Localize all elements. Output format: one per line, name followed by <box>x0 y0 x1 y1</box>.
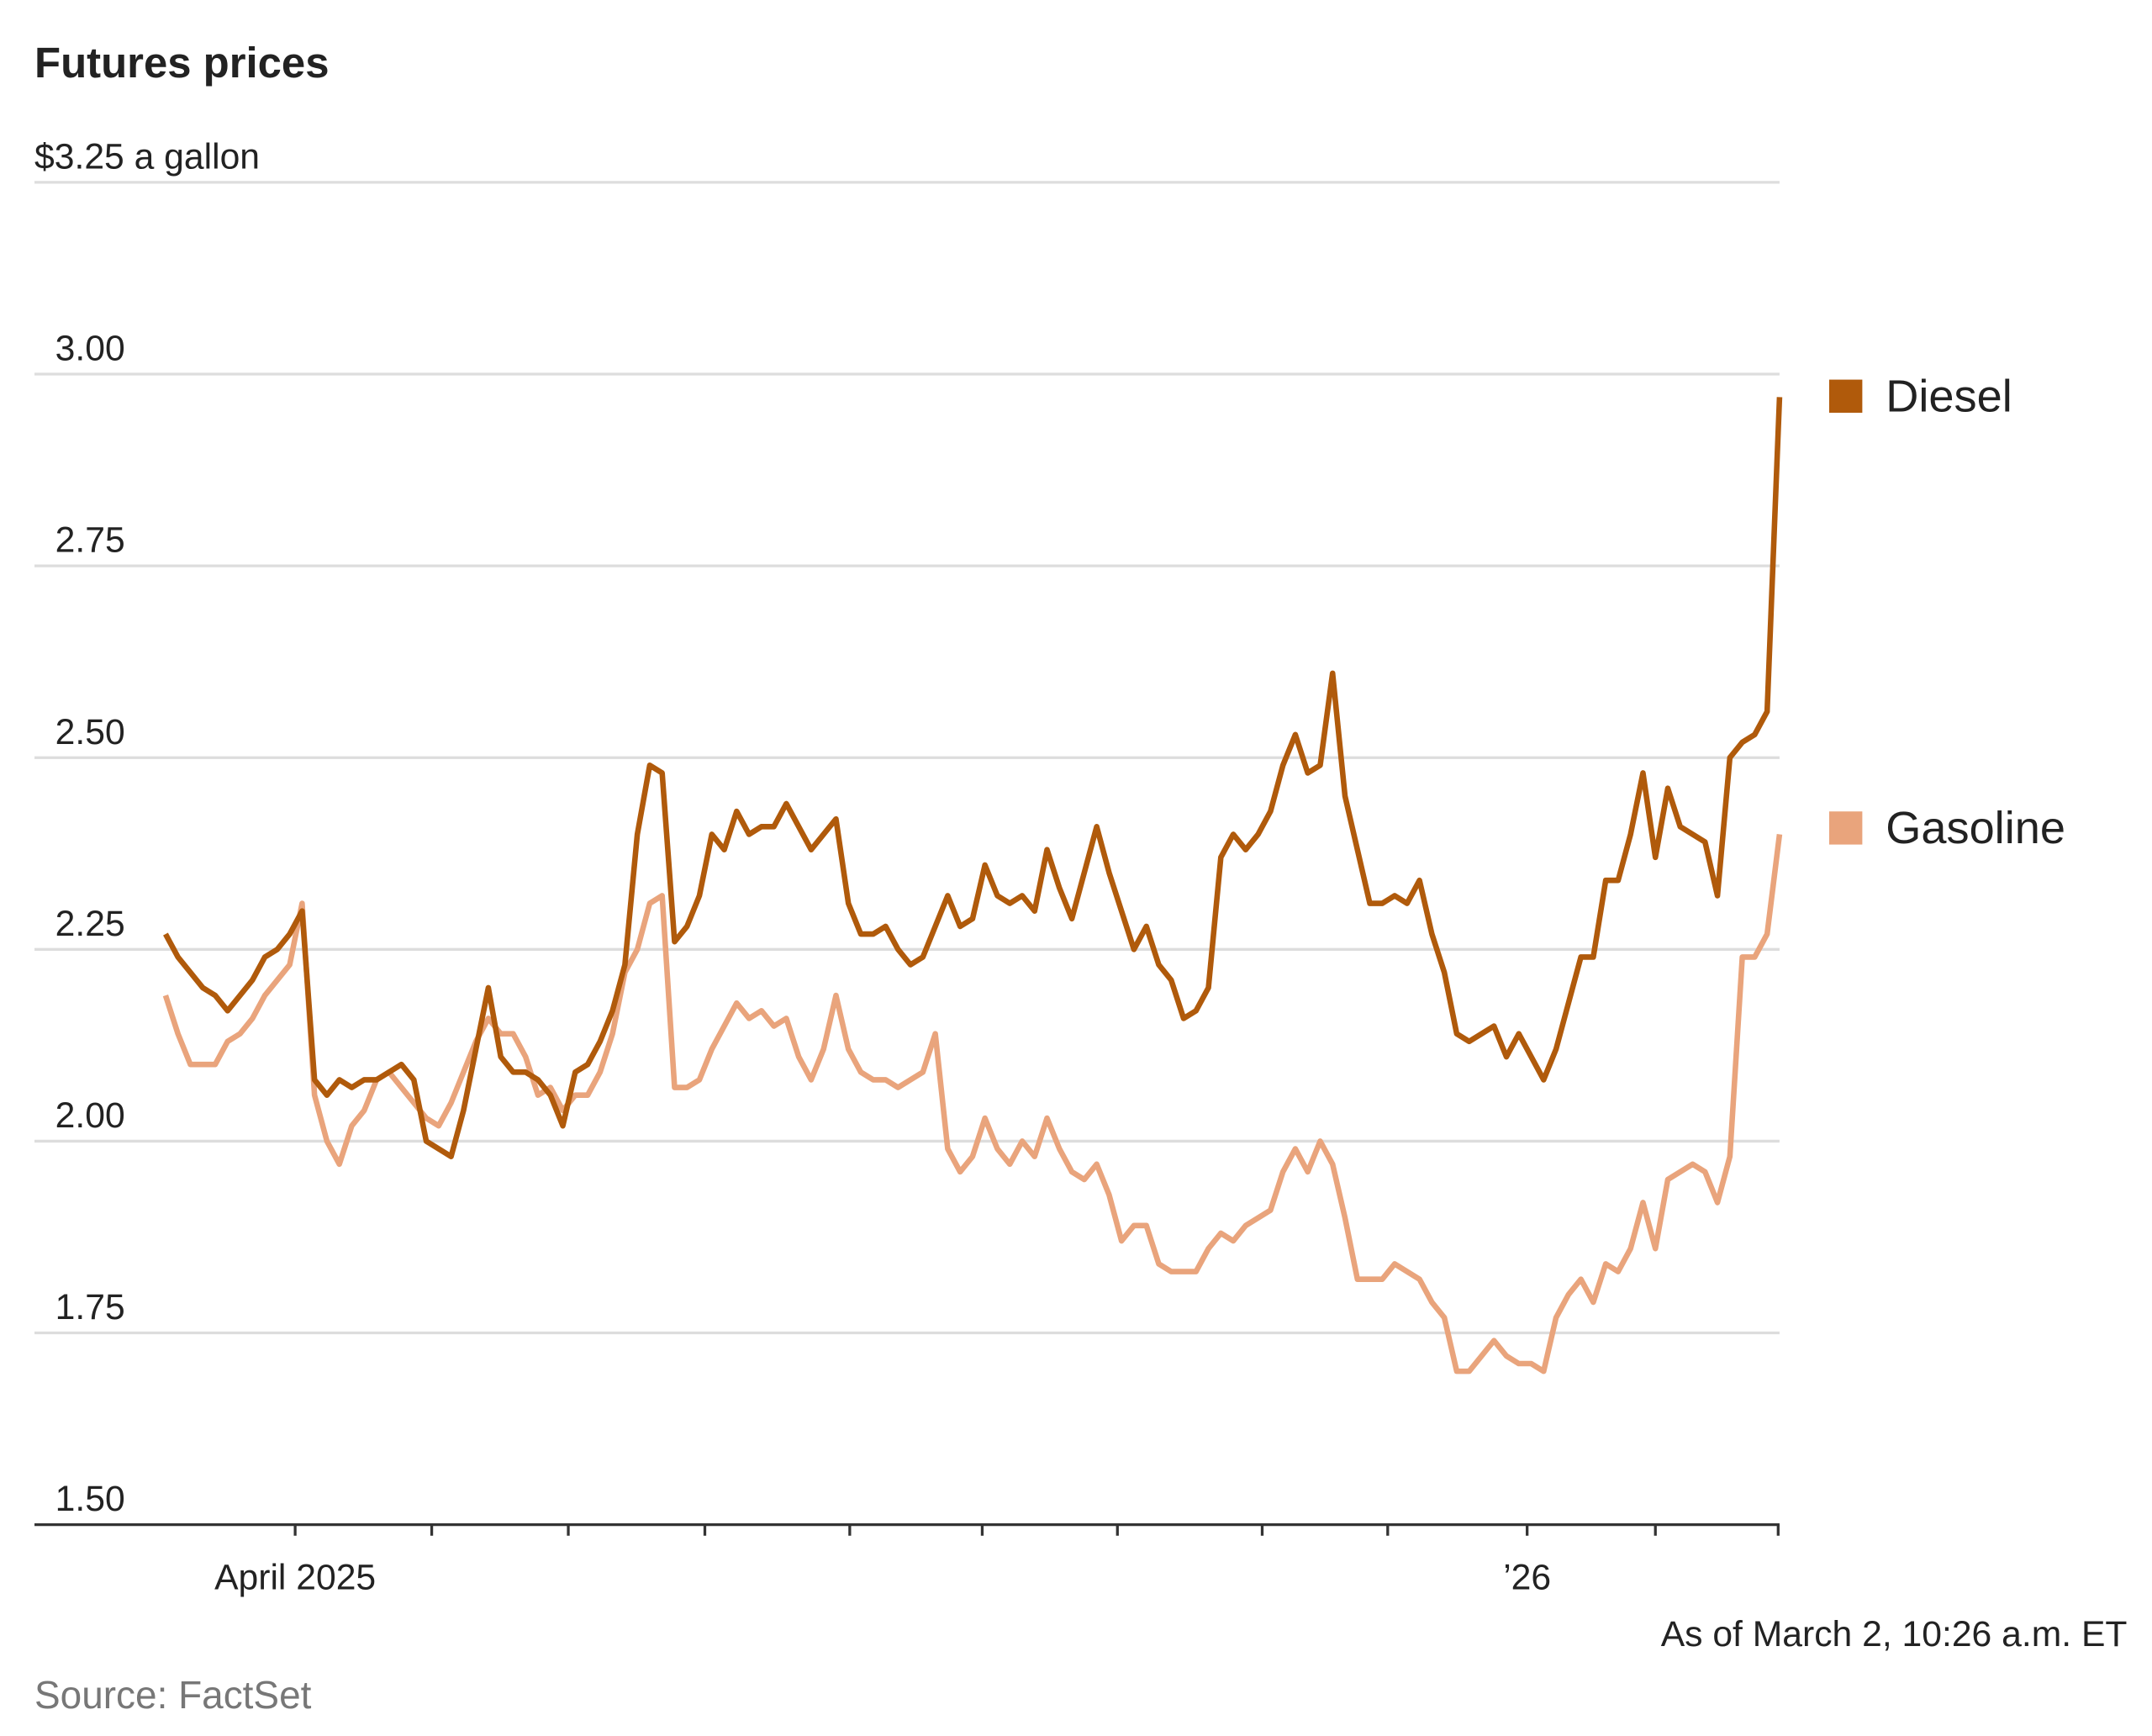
legend-label: Gasoline <box>1886 803 2065 853</box>
legend-label: Diesel <box>1886 371 2012 421</box>
x-tick-label: ’26 <box>1503 1558 1551 1598</box>
y-tick-label: 1.50 <box>55 1479 125 1519</box>
y-tick-label: 1.75 <box>55 1287 125 1327</box>
source: Source: FactSet <box>34 1673 312 1717</box>
y-tick-label: $3.25 a gallon <box>34 137 260 177</box>
line-series <box>162 834 1783 1375</box>
chart-title: Futures prices <box>34 39 329 87</box>
y-tick-label: 2.50 <box>55 712 125 752</box>
note: As of March 2, 10:26 a.m. ET <box>1661 1614 2128 1654</box>
legend-swatch <box>1829 811 1863 845</box>
line-series <box>163 397 1783 1159</box>
y-tick-label: 3.00 <box>55 329 125 369</box>
y-tick-label: 2.00 <box>55 1095 125 1136</box>
x-tick-label: April 2025 <box>214 1558 376 1598</box>
y-tick-label: 2.75 <box>55 520 125 561</box>
y-tick-label: 2.25 <box>55 904 125 944</box>
legend-swatch <box>1829 379 1863 413</box>
